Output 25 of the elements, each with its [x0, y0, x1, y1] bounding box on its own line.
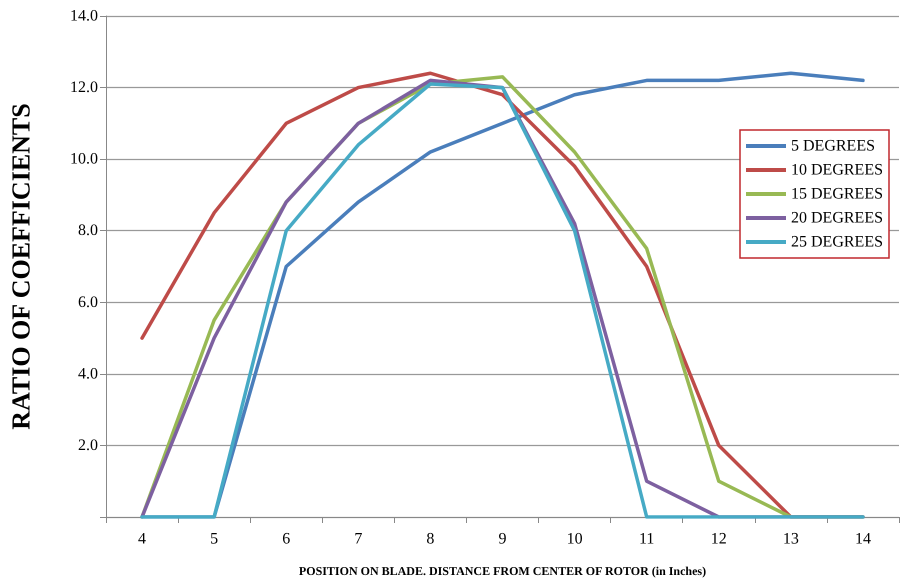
- x-tick-label: 12: [710, 530, 727, 548]
- x-tick-label: 11: [638, 530, 654, 548]
- legend-label: 5 DEGREES: [791, 138, 875, 154]
- y-tick-label: 6.0: [78, 294, 98, 311]
- y-tick-label: 14.0: [70, 8, 98, 24]
- x-tick-label: 7: [354, 530, 362, 548]
- x-axis-title: POSITION ON BLADE. DISTANCE FROM CENTER OF ROTOR (in Inches): [298, 564, 706, 578]
- y-axis-title: RATIO OF COEFFICIENTS: [6, 103, 36, 430]
- x-tick-label: 8: [426, 530, 434, 548]
- x-tick-label: 13: [782, 530, 799, 548]
- x-tick-label: 9: [498, 530, 506, 548]
- y-tick-label: 2.0: [78, 436, 98, 454]
- y-tick-label: 12.0: [70, 79, 98, 96]
- legend-label: 25 DEGREES: [791, 234, 883, 250]
- legend-label: 15 DEGREES: [791, 186, 883, 202]
- legend-label: 10 DEGREES: [791, 162, 883, 178]
- x-tick-label: 10: [566, 530, 583, 548]
- legend-label: 20 DEGREES: [791, 210, 883, 226]
- x-tick-label: 6: [282, 530, 290, 548]
- y-tick-label: 4.0: [78, 365, 98, 382]
- y-tick-label: 8.0: [78, 222, 98, 240]
- x-tick-label: 14: [854, 530, 871, 548]
- x-tick-label: 5: [210, 530, 218, 548]
- x-tick-label: 4: [138, 530, 146, 548]
- y-tick-label: 10.0: [70, 150, 98, 168]
